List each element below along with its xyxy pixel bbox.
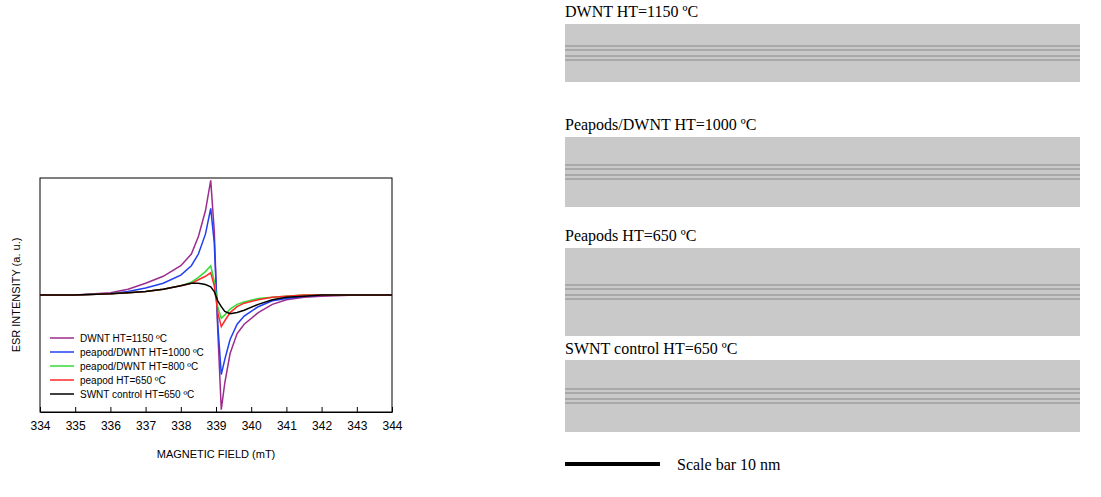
legend-item: SWNT control HT=650 ºC [50, 389, 194, 400]
legend-label: DWNT HT=1150 ºC [80, 333, 167, 344]
tube-wall [565, 55, 1080, 56]
legend-label: peapod/DWNT HT=800 ºC [80, 361, 198, 372]
tem-panel: Peapods/DWNT HT=1000 ºC [565, 116, 1080, 207]
panel-title: Peapods/DWNT HT=1000 ºC [565, 116, 756, 134]
x-tick-mark [392, 407, 393, 412]
tube-wall [565, 164, 1080, 165]
x-tick-label: 344 [382, 419, 402, 433]
x-axis-line [41, 412, 393, 413]
legend-label: SWNT control HT=650 ºC [80, 389, 194, 400]
x-tick-mark [322, 407, 323, 412]
x-tick: 343 [347, 407, 367, 433]
x-tick: 344 [382, 407, 402, 433]
scale-bar [565, 462, 660, 466]
series-line [40, 208, 392, 374]
x-tick-label: 337 [136, 419, 156, 433]
figure: 334 335 336 337 338 339 340 341 342 343 344 MAGNETI… [0, 0, 1101, 497]
legend-swatch [50, 365, 74, 367]
tube-wall [565, 284, 1080, 285]
tem-image [565, 360, 1080, 432]
x-tick-label: 336 [101, 419, 121, 433]
legend-swatch [50, 337, 74, 339]
x-tick-mark [251, 407, 252, 412]
legend-label: peapod HT=650 ºC [80, 375, 166, 386]
x-tick-label: 335 [66, 419, 86, 433]
panel-title: DWNT HT=1150 ºC [565, 3, 698, 20]
tube-wall [565, 168, 1080, 169]
tube-wall [565, 298, 1080, 299]
x-tick-mark [110, 407, 111, 412]
y-axis-title: ESR INTENSITY (a. u.) [10, 238, 22, 353]
x-tick-label: 334 [30, 419, 50, 433]
legend-swatch [50, 351, 74, 353]
panel-title: SWNT control HT=650 ºC [565, 340, 737, 357]
x-tick-label: 343 [347, 419, 367, 433]
legend-label: peapod/DWNT HT=1000 ºC [80, 347, 204, 358]
x-axis-title: MAGNETIC FIELD (mT) [157, 448, 276, 460]
series-line [40, 180, 392, 409]
tube-wall [565, 174, 1080, 175]
plot-area [40, 180, 392, 409]
x-tick-mark [75, 407, 76, 412]
x-tick: 339 [206, 407, 226, 433]
tube-wall [565, 402, 1080, 403]
x-tick-mark [286, 407, 287, 412]
tube-wall [565, 178, 1080, 179]
tube-wall [565, 45, 1080, 46]
legend: DWNT HT=1150 ºC peapod/DWNT HT=1000 ºC pea… [50, 333, 204, 400]
x-tick: 334 [30, 407, 50, 433]
legend-item: peapod/DWNT HT=1000 ºC [50, 347, 204, 358]
tem-image [565, 24, 1080, 82]
tem-panel: Peapods HT=650 ºC [565, 227, 1080, 336]
legend-item: peapod/DWNT HT=800 ºC [50, 361, 198, 372]
tube-wall [565, 59, 1080, 60]
x-tick-mark [216, 407, 217, 412]
tube-wall [565, 288, 1080, 289]
x-tick: 335 [66, 407, 86, 433]
x-tick: 337 [136, 407, 156, 433]
legend-item: peapod HT=650 ºC [50, 375, 166, 386]
x-tick-label: 341 [277, 419, 297, 433]
tem-image [565, 248, 1080, 336]
x-tick-label: 340 [242, 419, 262, 433]
x-tick-mark [40, 407, 41, 412]
legend-item: DWNT HT=1150 ºC [50, 333, 167, 344]
legend-swatch [50, 393, 74, 395]
plot-frame [40, 178, 392, 412]
x-tick: 340 [242, 407, 262, 433]
x-axis: 334 335 336 337 338 339 340 341 342 343 344 [30, 407, 402, 433]
legend-swatch [50, 379, 74, 381]
tem-panel: DWNT HT=1150 ºC [565, 3, 1080, 82]
x-tick-mark [146, 407, 147, 412]
x-tick-label: 338 [171, 419, 191, 433]
x-tick: 336 [101, 407, 121, 433]
series-line [40, 273, 392, 327]
scale-bar-label: Scale bar 10 nm [677, 456, 781, 473]
tube-wall [565, 398, 1080, 399]
tube-wall [565, 392, 1080, 393]
series-line [40, 283, 392, 313]
tube-wall [565, 294, 1080, 295]
tube-wall [565, 49, 1080, 50]
x-tick-label: 342 [312, 419, 332, 433]
x-tick-mark [181, 407, 182, 412]
series-line [40, 266, 392, 319]
x-tick-label: 339 [206, 419, 226, 433]
x-tick: 338 [171, 407, 191, 433]
x-tick-mark [357, 407, 358, 412]
x-tick: 342 [312, 407, 332, 433]
tube-wall [565, 388, 1080, 389]
panel-title: Peapods HT=650 ºC [565, 227, 696, 245]
tem-panel: SWNT control HT=650 ºC [565, 340, 1080, 432]
x-tick: 341 [277, 407, 297, 433]
tem-image [565, 137, 1080, 207]
